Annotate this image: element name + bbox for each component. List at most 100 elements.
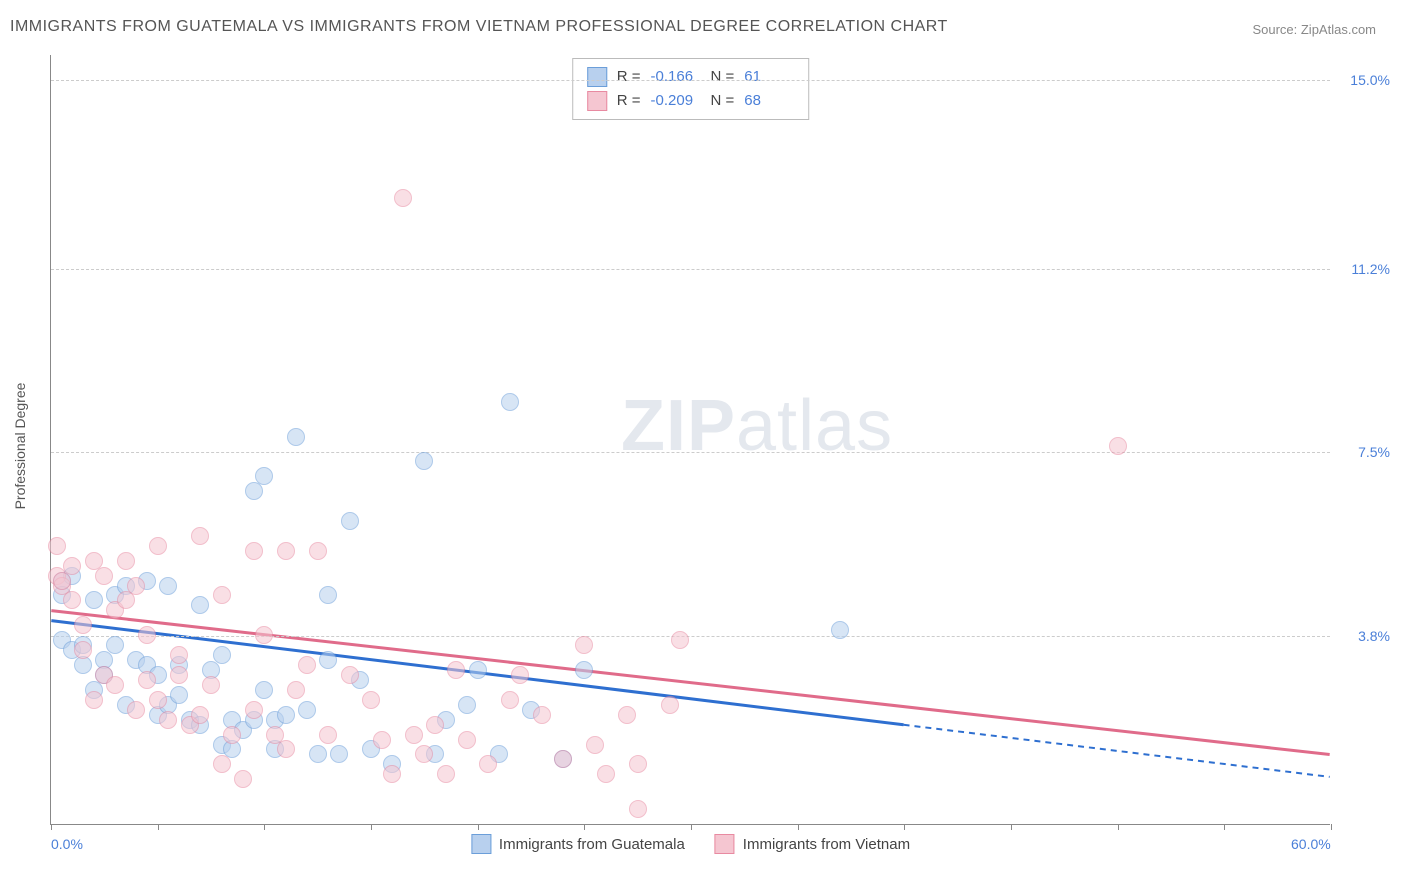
scatter-point [373, 731, 391, 749]
x-tick [1118, 824, 1119, 830]
scatter-point [245, 482, 263, 500]
legend-n-value: 61 [744, 65, 794, 89]
scatter-point [170, 666, 188, 684]
source-attribution: Source: ZipAtlas.com [1252, 22, 1376, 37]
legend-r-value: -0.209 [651, 89, 701, 113]
scatter-point [831, 621, 849, 639]
scatter-point [309, 542, 327, 560]
x-tick [1224, 824, 1225, 830]
scatter-point [1109, 437, 1127, 455]
scatter-point [447, 661, 465, 679]
scatter-point [213, 755, 231, 773]
scatter-point [213, 646, 231, 664]
scatter-point [85, 691, 103, 709]
grid-line [51, 636, 1330, 637]
scatter-point [479, 755, 497, 773]
x-tick [904, 824, 905, 830]
scatter-point [74, 616, 92, 634]
legend-swatch [587, 91, 607, 111]
scatter-point [437, 765, 455, 783]
scatter-point [458, 696, 476, 714]
scatter-point [362, 691, 380, 709]
scatter-point [458, 731, 476, 749]
scatter-point [469, 661, 487, 679]
series-legend-item: Immigrants from Guatemala [471, 834, 685, 854]
scatter-point [245, 701, 263, 719]
scatter-point [533, 706, 551, 724]
x-tick [371, 824, 372, 830]
x-tick [584, 824, 585, 830]
series-name: Immigrants from Guatemala [499, 836, 685, 853]
y-tick-label: 11.2% [1351, 261, 1390, 277]
x-tick-label: 60.0% [1291, 836, 1331, 852]
scatter-point [405, 726, 423, 744]
scatter-point [586, 736, 604, 754]
x-tick [798, 824, 799, 830]
scatter-point [277, 542, 295, 560]
scatter-point [255, 467, 273, 485]
grid-line [51, 80, 1330, 81]
scatter-point [159, 711, 177, 729]
scatter-point [202, 676, 220, 694]
series-name: Immigrants from Vietnam [743, 836, 910, 853]
legend-n-label: N = [711, 65, 735, 89]
scatter-point [149, 691, 167, 709]
scatter-point [341, 666, 359, 684]
y-axis-label: Professional Degree [12, 383, 28, 510]
scatter-point [554, 750, 572, 768]
scatter-point [618, 706, 636, 724]
x-tick [478, 824, 479, 830]
scatter-point [394, 189, 412, 207]
scatter-point [597, 765, 615, 783]
legend-n-value: 68 [744, 89, 794, 113]
scatter-point [74, 641, 92, 659]
scatter-point [117, 552, 135, 570]
x-tick [264, 824, 265, 830]
y-tick-label: 3.8% [1358, 628, 1390, 644]
scatter-point [149, 537, 167, 555]
legend-row: R =-0.166N =61 [587, 65, 795, 89]
scatter-point [629, 755, 647, 773]
scatter-point [63, 591, 81, 609]
scatter-point [671, 631, 689, 649]
scatter-point [234, 770, 252, 788]
scatter-point [426, 716, 444, 734]
scatter-point [255, 681, 273, 699]
series-legend: Immigrants from Guatemala Immigrants from… [471, 834, 910, 854]
scatter-point [170, 686, 188, 704]
x-tick-label: 0.0% [51, 836, 83, 852]
legend-r-value: -0.166 [651, 65, 701, 89]
scatter-point [319, 586, 337, 604]
scatter-point [575, 636, 593, 654]
legend-n-label: N = [711, 89, 735, 113]
scatter-point [661, 696, 679, 714]
scatter-point [63, 557, 81, 575]
scatter-point [415, 745, 433, 763]
legend-swatch [715, 834, 735, 854]
legend-row: R = -0.209 N = 68 [587, 89, 795, 113]
scatter-point [53, 572, 71, 590]
grid-line [51, 269, 1330, 270]
scatter-point [298, 656, 316, 674]
x-tick [1331, 824, 1332, 830]
scatter-point [298, 701, 316, 719]
scatter-point [138, 626, 156, 644]
series-legend-item: Immigrants from Vietnam [715, 834, 910, 854]
scatter-point [277, 740, 295, 758]
scatter-point [127, 701, 145, 719]
x-tick [1011, 824, 1012, 830]
y-tick-label: 7.5% [1358, 444, 1390, 460]
scatter-point [319, 726, 337, 744]
scatter-point [85, 591, 103, 609]
scatter-point [159, 577, 177, 595]
scatter-point [138, 671, 156, 689]
scatter-point [415, 452, 433, 470]
scatter-point [223, 726, 241, 744]
legend-swatch [587, 67, 607, 87]
plot-area: ZIPatlas R =-0.166N =61R =-0.209N =68 Im… [50, 55, 1330, 825]
legend-r-label: R = [617, 89, 641, 113]
scatter-point [170, 646, 188, 664]
scatter-point [511, 666, 529, 684]
scatter-point [48, 537, 66, 555]
scatter-point [213, 586, 231, 604]
